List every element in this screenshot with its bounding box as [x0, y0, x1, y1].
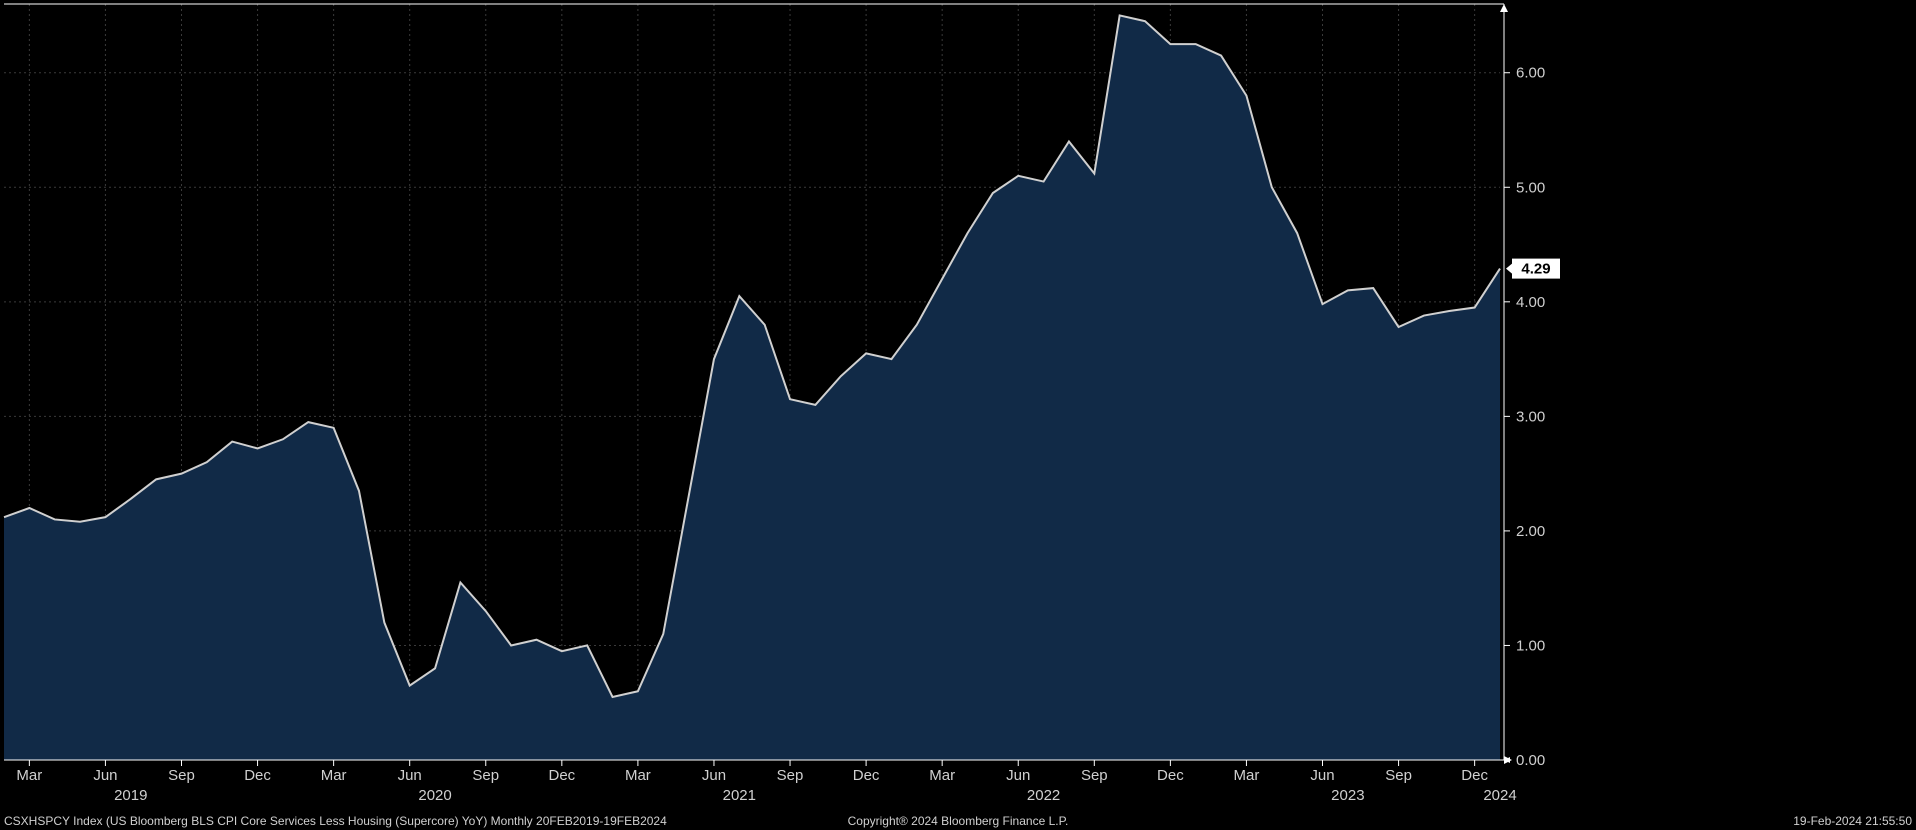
footer-bar: CSXHSPCY Index (US Bloomberg BLS CPI Cor… — [0, 812, 1916, 830]
x-month-label: Dec — [244, 767, 271, 784]
x-month-label: Sep — [1385, 767, 1412, 784]
x-month-label: Mar — [321, 767, 347, 784]
x-year-label: 2019 — [114, 787, 147, 804]
y-tick-label: 3.00 — [1516, 408, 1545, 425]
x-year-label: 2023 — [1331, 787, 1364, 804]
x-month-label: Sep — [777, 767, 804, 784]
x-year-label: 2024 — [1483, 787, 1516, 804]
footer-copyright: Copyright® 2024 Bloomberg Finance L.P. — [848, 814, 1069, 828]
last-value-text: 4.29 — [1521, 261, 1550, 278]
x-month-label: Sep — [472, 767, 499, 784]
x-month-label: Jun — [702, 767, 726, 784]
x-month-label: Dec — [548, 767, 575, 784]
y-tick-label: 1.00 — [1516, 637, 1545, 654]
x-month-label: Mar — [16, 767, 42, 784]
x-month-label: Jun — [398, 767, 422, 784]
x-month-label: Mar — [625, 767, 651, 784]
chart-container: 0.00 1.00 2.00 3.00 4.00 5.00 6.00 Mar Jun Sep Dec… — [0, 0, 1916, 830]
chart-svg: 0.00 1.00 2.00 3.00 4.00 5.00 6.00 Mar Jun Sep Dec… — [0, 0, 1916, 812]
y-tick-label: 0.00 — [1516, 752, 1545, 769]
x-month-label: Mar — [1234, 767, 1260, 784]
y-tick-label: 4.00 — [1516, 294, 1545, 311]
x-month-label: Mar — [929, 767, 955, 784]
x-month-label: Jun — [1310, 767, 1334, 784]
x-month-label: Sep — [168, 767, 195, 784]
y-tick-label: 2.00 — [1516, 523, 1545, 540]
footer-timestamp: 19-Feb-2024 21:55:50 — [1793, 814, 1912, 828]
x-month-label: Jun — [93, 767, 117, 784]
x-year-label: 2021 — [723, 787, 756, 804]
x-month-label: Dec — [1461, 767, 1488, 784]
x-month-label: Dec — [1157, 767, 1184, 784]
y-tick-label: 5.00 — [1516, 179, 1545, 196]
x-year-label: 2022 — [1027, 787, 1060, 804]
x-month-label: Dec — [853, 767, 880, 784]
x-year-label: 2020 — [418, 787, 451, 804]
x-month-label: Jun — [1006, 767, 1030, 784]
x-month-label: Sep — [1081, 767, 1108, 784]
footer-left-text: CSXHSPCY Index (US Bloomberg BLS CPI Cor… — [4, 814, 667, 828]
y-tick-label: 6.00 — [1516, 65, 1545, 82]
